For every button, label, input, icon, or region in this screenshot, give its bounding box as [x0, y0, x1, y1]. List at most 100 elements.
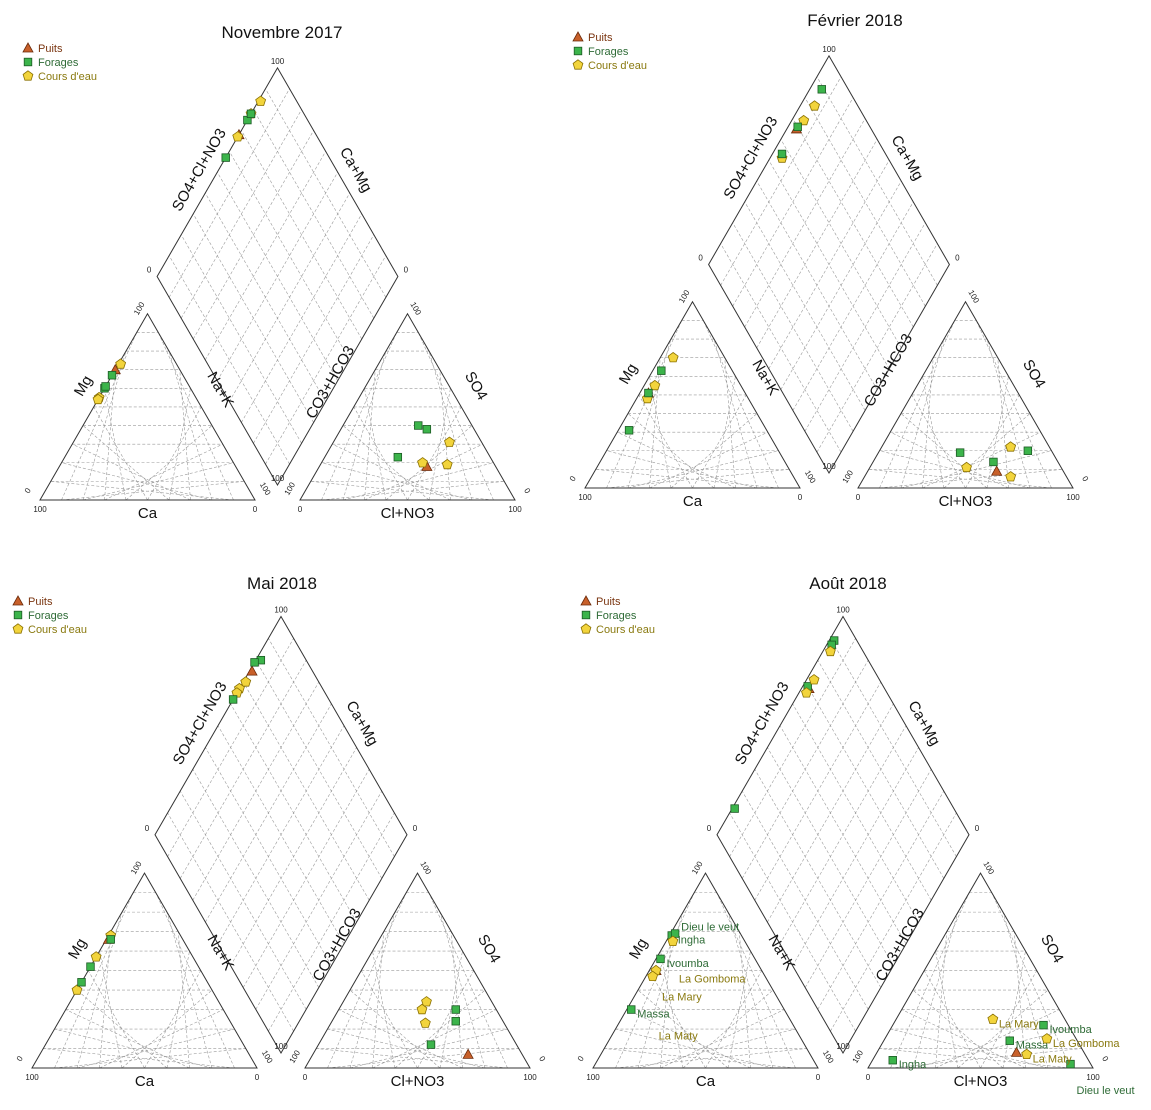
diamond-grid: [732, 222, 854, 432]
anion-triangle-grid: [935, 931, 948, 1069]
cation-triangle-grid: [626, 1009, 751, 1069]
diamond-grid: [217, 725, 345, 945]
anion-triangle-frame: [304, 872, 531, 1069]
axis-label-ca-mg: Ca+Mg: [904, 698, 943, 749]
cation-point-label: Ivoumba: [667, 958, 710, 970]
diamond-grid: [720, 243, 842, 453]
anion-triangle-grid: [901, 1009, 1026, 1069]
anion-point-cours: [1041, 1033, 1053, 1044]
diamond-grid: [816, 76, 938, 286]
diamond: [154, 615, 408, 1054]
anion-triangle-frame: [857, 300, 1074, 489]
diamond-frame: [156, 66, 399, 486]
tick-label: 100: [821, 1049, 836, 1066]
diamond-grid: [253, 109, 375, 319]
tick-label: 0: [975, 824, 980, 833]
tick-label: 100: [283, 480, 298, 497]
cation-triangle-frame: [592, 872, 819, 1069]
tick-label: 0: [856, 493, 861, 502]
diamond-grid: [780, 139, 902, 349]
tick-label: 0: [816, 1073, 821, 1082]
diamond-point-forages: [228, 695, 238, 704]
tick-label: 100: [274, 606, 288, 615]
anion-triangle-grid: [353, 406, 408, 501]
cation-triangle-grid: [61, 462, 213, 501]
diamond-grid: [168, 88, 290, 298]
tick-label: 100: [271, 474, 285, 483]
anion-triangle-grid: [364, 388, 387, 501]
axis-label-so4-cl-no3: SO4+Cl+NO3: [169, 126, 230, 215]
cation-point-cours: [667, 935, 679, 946]
diamond-point-cours: [240, 676, 252, 687]
cation-point-forages: [107, 371, 117, 380]
axis-label-nak: Na+K: [203, 369, 237, 410]
axis-label-co3-hco3: CO3+HCO3: [872, 905, 927, 984]
cation-triangle-grid: [99, 931, 112, 1069]
cation-triangle-grid: [604, 1048, 796, 1069]
tick-label: 100: [586, 1073, 600, 1082]
anion-point-cours: [961, 461, 972, 473]
cation-point-label: Dieu le veut: [681, 922, 739, 934]
tick-label: 0: [537, 1055, 547, 1064]
cation-triangle-grid: [166, 912, 213, 1069]
cation-point-forages: [106, 935, 115, 944]
axis-label-cl-no3: Cl+NO3: [939, 493, 993, 510]
anion-point-forages: [955, 448, 965, 457]
diamond-grid: [192, 681, 320, 901]
anion-triangle-grid: [922, 376, 945, 489]
diamond-grid: [168, 255, 290, 465]
tick-label: 0: [23, 486, 33, 495]
tick-label: 100: [408, 301, 423, 318]
tick-label: 0: [303, 1073, 308, 1082]
diamond-grid: [754, 681, 882, 901]
cation-triangle-frame: [39, 312, 256, 501]
anion-point-label: La Gomboma: [1053, 1038, 1121, 1050]
diamond-grid: [732, 97, 854, 307]
anion-triangle-grid: [879, 1048, 1071, 1069]
tick-label: 100: [1066, 493, 1080, 502]
diamond: [708, 54, 950, 474]
legend-marker-forages: [581, 610, 591, 620]
diamond-grid: [205, 151, 326, 361]
cation-triangle-grid: [157, 332, 234, 501]
diamond-grid: [804, 97, 926, 307]
diamond-point-forages: [777, 149, 787, 159]
tick-label: 100: [132, 300, 147, 317]
diamond-grid: [817, 660, 945, 879]
axis-label-cl-no3: Cl+NO3: [954, 1073, 1008, 1090]
anion-triangle-grid: [338, 1009, 463, 1069]
legend-label-forages: Forages: [38, 57, 79, 69]
cation-triangle-grid: [43, 1048, 235, 1069]
axis-label-co3-hco3: CO3+HCO3: [861, 331, 916, 410]
legend-label-cours: Cours d'eau: [28, 624, 87, 636]
cation-point-cours: [90, 951, 102, 962]
cation-point-cours: [92, 393, 104, 405]
anion-triangle-grid: [439, 912, 486, 1069]
cation-point-cours: [115, 358, 127, 369]
anion-triangle-grid: [935, 1009, 1060, 1069]
tick-label: 0: [413, 824, 418, 833]
diamond-grid: [830, 638, 957, 857]
anion-triangle-grid: [900, 413, 988, 489]
anion-point-forages: [393, 452, 403, 462]
anion-point-cours: [1005, 441, 1017, 452]
diamond-point-cours: [798, 114, 810, 126]
axis-label-co3-hco3: CO3+HCO3: [309, 905, 364, 984]
anion-point-forages: [1023, 446, 1033, 455]
piper-panel-2: Février 2018 Puits Forages Cours d'eau Ca Mg N…: [568, 11, 1091, 510]
tick-label: 100: [677, 288, 692, 305]
diamond-grid: [253, 234, 375, 444]
axis-label-ca-mg: Ca+Mg: [888, 133, 927, 184]
cation-triangle-grid: [638, 394, 693, 489]
anion-triangle-grid: [991, 892, 1071, 1069]
diamond-grid: [230, 703, 357, 923]
anion-triangle-grid: [980, 970, 1038, 1069]
diamond-grid: [205, 703, 332, 923]
tick-label: 100: [690, 859, 705, 876]
legend-label-cours: Cours d'eau: [588, 60, 647, 72]
anion-point-cours: [417, 457, 428, 468]
anion-triangle-grid: [975, 320, 1052, 489]
cation-triangle-grid: [692, 394, 747, 489]
tick-label: 100: [129, 859, 144, 876]
